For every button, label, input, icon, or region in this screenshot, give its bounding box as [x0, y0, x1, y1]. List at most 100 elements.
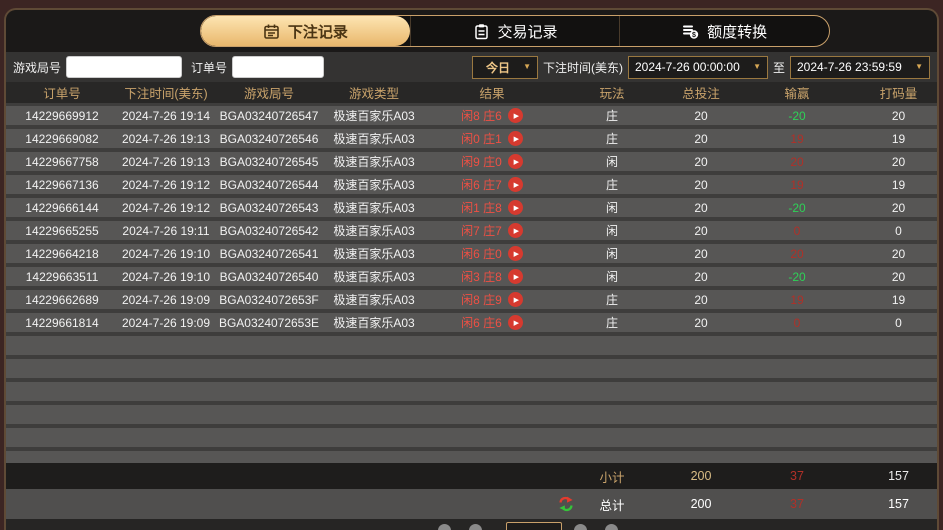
- play-icon[interactable]: ▶: [507, 269, 523, 284]
- table-row: 14229665255 2024-7-26 19:11 BGA03240726542…: [6, 221, 937, 240]
- play-icon[interactable]: ▶: [507, 131, 523, 146]
- play-icon[interactable]: ▶: [507, 246, 523, 261]
- tab-label: 下注记录: [287, 23, 348, 41]
- result-text: 闲1 庄8: [461, 201, 502, 215]
- cell-turnover: 20: [891, 108, 906, 123]
- cell-result: 闲0 庄1 ▶: [424, 130, 560, 147]
- svg-text:$: $: [692, 32, 696, 39]
- prev-page-button[interactable]: [469, 524, 482, 530]
- play-icon[interactable]: ▶: [507, 223, 523, 238]
- empty-row: [6, 428, 937, 447]
- cell-time: 2024-7-26 19:14: [121, 108, 211, 123]
- cell-game: 极速百家乐A03: [333, 270, 415, 284]
- table-row: 14229661814 2024-7-26 19:09 BGA0324072653E…: [6, 313, 937, 332]
- refresh-icon[interactable]: [558, 496, 574, 512]
- empty-row: [6, 382, 937, 401]
- cell-result: 闲3 庄8 ▶: [424, 268, 560, 285]
- cell-order: 14229661814: [25, 315, 99, 330]
- table-row: 14229667136 2024-7-26 19:12 BGA03240726544…: [6, 175, 937, 194]
- first-page-button[interactable]: [438, 524, 451, 530]
- play-icon[interactable]: ▶: [507, 200, 523, 215]
- game-round-input[interactable]: [66, 56, 183, 78]
- cell-winloss: 0: [793, 315, 801, 330]
- tab-label: 交易记录: [497, 23, 558, 41]
- filter-bar: 游戏局号 订单号 今日 ▼ 下注时间(美东) 2024-7-26 00:00:0…: [6, 52, 937, 82]
- result-text: 闲7 庄7: [461, 224, 502, 238]
- tab-bet-records[interactable]: 下注记录: [201, 16, 410, 46]
- cell-result: 闲6 庄7 ▶: [424, 176, 560, 193]
- cell-result: 闲1 庄8 ▶: [424, 199, 560, 216]
- cell-turnover: 20: [891, 154, 906, 169]
- tab-transaction-records[interactable]: 交易记录: [409, 16, 620, 46]
- chevron-down-icon: ▼: [523, 62, 531, 71]
- play-icon[interactable]: ▶: [507, 177, 523, 192]
- chevron-down-icon: ▼: [915, 62, 923, 71]
- date-range-select[interactable]: 今日 ▼: [471, 55, 538, 79]
- cell-game: 极速百家乐A03: [333, 293, 415, 307]
- subtotal-row: 小计 200 37 157: [6, 463, 937, 489]
- result-text: 闲6 庄6: [461, 316, 502, 330]
- result-text: 闲6 庄0: [461, 247, 502, 261]
- cell-bet: 20: [694, 200, 708, 215]
- table-row: 14229663511 2024-7-26 19:10 BGA03240726540…: [6, 267, 937, 286]
- play-icon[interactable]: ▶: [507, 108, 523, 123]
- page-number-box[interactable]: [506, 522, 562, 530]
- table-row: 14229669912 2024-7-26 19:14 BGA03240726547…: [6, 106, 937, 125]
- column-header: 输赢: [784, 87, 810, 101]
- total-turnover: 157: [888, 497, 909, 511]
- play-icon[interactable]: ▶: [507, 154, 523, 169]
- cell-bet: 20: [694, 223, 708, 238]
- cell-bet: 20: [694, 315, 708, 330]
- cell-play: 庄: [605, 178, 618, 192]
- cell-time: 2024-7-26 19:12: [121, 200, 211, 215]
- cell-round: BGA0324072653E: [218, 315, 320, 330]
- result-text: 闲6 庄7: [461, 178, 502, 192]
- bet-time-label: 下注时间(美东): [542, 60, 623, 75]
- end-time-select[interactable]: 2024-7-26 23:59:59 ▼: [790, 55, 930, 79]
- cell-time: 2024-7-26 19:13: [121, 131, 211, 146]
- tab-quota-transfer[interactable]: $ 额度转换: [619, 16, 829, 46]
- cell-result: 闲6 庄6 ▶: [424, 314, 560, 331]
- cell-turnover: 20: [891, 246, 906, 261]
- tab-label: 额度转换: [707, 23, 768, 41]
- last-page-button[interactable]: [605, 524, 618, 530]
- cell-order: 14229664218: [25, 246, 99, 261]
- cell-time: 2024-7-26 19:09: [121, 292, 211, 307]
- cell-turnover: 19: [891, 131, 906, 146]
- cell-bet: 20: [694, 292, 708, 307]
- cell-play: 闲: [605, 270, 618, 284]
- subtotal-label: 小计: [599, 470, 625, 485]
- start-time-select[interactable]: 2024-7-26 00:00:00 ▼: [627, 55, 768, 79]
- play-icon[interactable]: ▶: [507, 292, 523, 307]
- next-page-button[interactable]: [574, 524, 587, 530]
- table-row: 14229667758 2024-7-26 19:13 BGA03240726545…: [6, 152, 937, 171]
- result-text: 闲9 庄0: [461, 155, 502, 169]
- order-no-label: 订单号: [191, 60, 228, 75]
- cell-time: 2024-7-26 19:10: [121, 246, 211, 261]
- play-icon[interactable]: ▶: [507, 315, 523, 330]
- cell-turnover: 19: [891, 292, 906, 307]
- cell-result: 闲6 庄0 ▶: [424, 245, 560, 262]
- empty-row: [6, 359, 937, 378]
- cell-turnover: 20: [891, 200, 906, 215]
- start-time-value: 2024-7-26 00:00:00: [634, 60, 740, 74]
- cell-order: 14229669912: [25, 108, 99, 123]
- pagination-bar: [6, 519, 937, 530]
- cell-round: BGA03240726542: [219, 223, 319, 238]
- to-label: 至: [772, 60, 785, 75]
- empty-row: [6, 336, 937, 355]
- cell-order: 14229666144: [25, 200, 99, 215]
- cell-round: BGA03240726540: [219, 269, 319, 284]
- column-header: 下注时间(美东): [124, 87, 208, 101]
- order-no-input[interactable]: [232, 56, 325, 78]
- end-time-value: 2024-7-26 23:59:59: [797, 60, 902, 74]
- cell-winloss: -20: [788, 200, 806, 215]
- cell-turnover: 0: [895, 315, 902, 330]
- bet-records-dialog: 下注记录 交易记录 $ 额度转换 游戏局号 订单号 今日 ▼: [4, 8, 939, 530]
- tab-group: 下注记录 交易记录 $ 额度转换: [200, 15, 830, 47]
- cell-round: BGA0324072653F: [219, 292, 319, 307]
- cell-turnover: 20: [891, 269, 906, 284]
- cell-winloss: 20: [790, 246, 804, 261]
- cell-winloss: 0: [793, 223, 801, 238]
- total-winloss: 37: [790, 497, 804, 511]
